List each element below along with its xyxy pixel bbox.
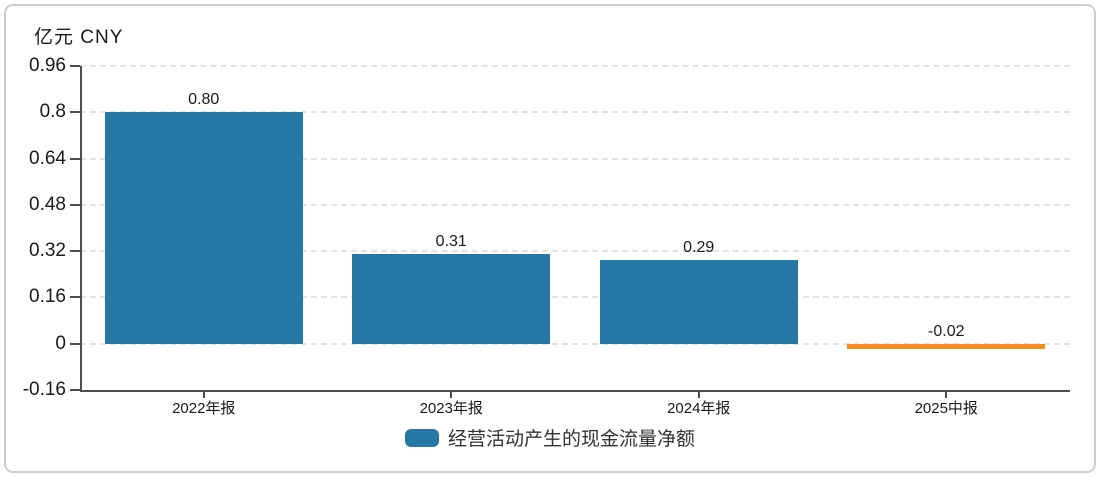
bar-value-label: -0.02	[928, 322, 965, 340]
gridline	[80, 111, 1070, 114]
bar-2023年报[interactable]	[352, 254, 551, 344]
x-axis-tick-label: 2023年报	[419, 400, 483, 417]
y-axis-tick	[70, 157, 80, 160]
gridline	[80, 157, 1070, 160]
bar-value-label: 0.31	[435, 233, 467, 251]
y-axis-tick-label: 0.16	[29, 286, 66, 308]
legend[interactable]: 经营活动产生的现金流量净额	[0, 424, 1100, 451]
x-axis-tick	[945, 390, 948, 398]
gridline	[80, 342, 1070, 345]
y-axis-unit-label: 亿元 CNY	[34, 27, 124, 48]
x-axis-tick	[697, 390, 700, 398]
bar-2022年报[interactable]	[104, 112, 303, 344]
bar-2025中报[interactable]	[847, 343, 1046, 350]
y-axis-tick	[70, 65, 80, 67]
x-axis-tick-label: 2022年报	[172, 400, 236, 417]
y-axis-tick	[70, 296, 80, 299]
y-axis-tick-label: 0.32	[29, 240, 66, 262]
y-axis-tick-label: 0.48	[29, 193, 66, 215]
legend-label: 经营活动产生的现金流量净额	[447, 429, 695, 450]
y-axis-line	[80, 66, 82, 390]
y-axis-tick-label: -0.16	[22, 379, 66, 400]
y-axis-tick-label: 0.64	[29, 147, 66, 169]
y-axis-tick	[70, 342, 80, 345]
x-axis-tick	[450, 390, 453, 398]
y-axis-tick-label: 0.8	[39, 101, 66, 123]
y-axis-tick	[70, 111, 80, 114]
bar-value-label: 0.29	[683, 238, 715, 256]
x-axis-tick-label: 2024年报	[667, 400, 731, 417]
y-axis-tick-label: 0	[55, 332, 66, 354]
legend-swatch	[404, 428, 439, 447]
bar-2024年报[interactable]	[599, 259, 798, 344]
gridline	[80, 250, 1070, 253]
gridline	[80, 203, 1070, 206]
x-axis-tick	[202, 390, 205, 398]
y-axis-tick	[70, 250, 80, 253]
y-axis-tick-label: 0.96	[29, 55, 66, 76]
x-axis-tick-label: 2025中报	[914, 400, 978, 417]
gridline	[80, 65, 1070, 67]
x-axis-line	[80, 390, 1070, 392]
y-axis-tick	[70, 203, 80, 206]
y-axis-tick	[70, 389, 80, 391]
gridline	[80, 296, 1070, 299]
bar-value-label: 0.80	[188, 91, 220, 109]
